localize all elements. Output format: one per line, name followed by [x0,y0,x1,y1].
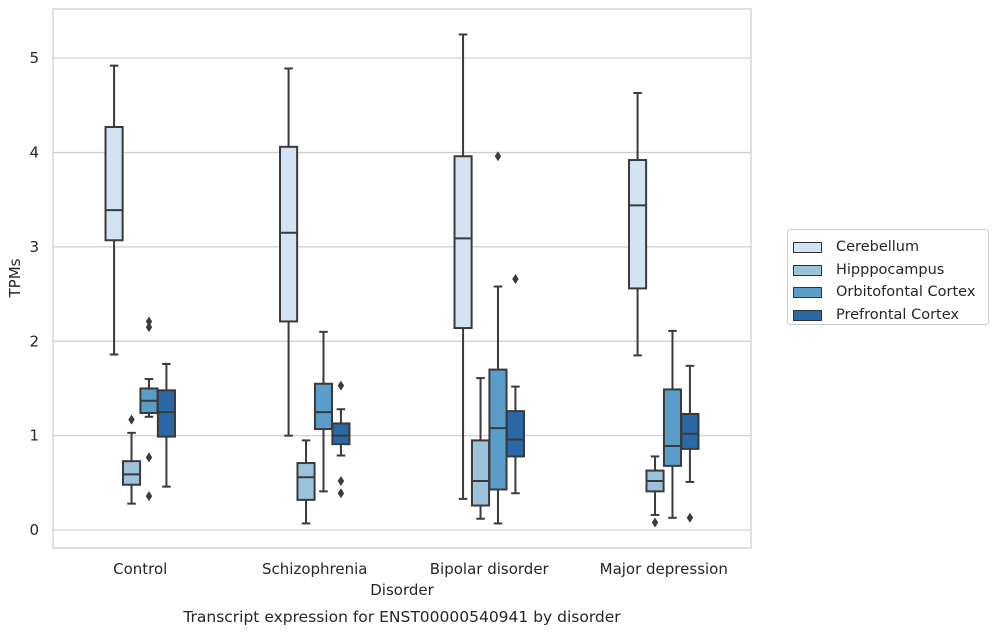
box-0-1 [279,67,299,437]
legend-item-orbitofrontal-cortex: Orbitofontal Cortex [793,281,988,304]
legend-item-hippocampus: Hipppocampus [793,259,988,282]
x-axis-label: Disorder [370,581,434,599]
x-tick-label: Major depression [600,560,728,578]
box-0-0 [104,64,124,356]
legend-swatch-orbitofrontal-cortex [793,287,822,299]
outlier-point [494,151,502,162]
x-tick-label: Schizophrenia [262,560,367,578]
box-iqr [662,388,683,467]
box-3-1 [331,380,351,499]
box-iqr [104,125,124,242]
box-3-0 [156,362,176,488]
box-iqr [313,382,334,431]
outlier-point [145,316,153,327]
x-tick-label: Control [113,560,167,578]
outlier-point [145,322,153,333]
outlier-point [512,273,519,284]
y-tick-label: 4 [29,143,39,161]
box-iqr [279,145,299,323]
x-axis-ticks: Control Schizophrenia Bipolar disorder Majo… [113,560,728,578]
box-series [104,33,700,528]
box-2-1 [313,330,334,493]
box-iqr [505,410,525,458]
y-tick-label: 2 [29,332,39,350]
legend-label-cerebellum: Cerebellum [836,239,920,256]
legend-label-prefrontal-cortex: Prefrontal Cortex [836,307,959,324]
box-2-3 [662,329,683,519]
box-0-3 [628,92,648,357]
legend-label-hippocampus: Hipppocampus [836,261,945,278]
box-iqr [121,460,142,486]
outlier-point [145,491,153,502]
legend-item-cerebellum: Cerebellum [793,236,988,259]
box-3-3 [680,364,700,523]
box-iqr [296,462,316,501]
box-iqr [470,439,491,507]
box-0-2 [453,33,473,500]
box-3-2 [505,273,525,495]
legend-item-prefrontal-cortex: Prefrontal Cortex [793,304,988,327]
outlier-point [337,475,345,486]
y-tick-label: 3 [29,238,39,256]
y-tick-label: 0 [29,521,39,539]
box-iqr [156,389,176,438]
outlier-point [337,488,345,499]
outlier-point [686,512,694,523]
box-iqr [680,412,700,450]
box-iqr [453,155,473,330]
outlier-point [128,414,135,425]
y-tick-label: 5 [29,49,39,67]
legend-label-orbitofrontal-cortex: Orbitofontal Cortex [836,284,976,301]
legend-swatch-cerebellum [793,241,822,253]
y-tick-label: 1 [29,427,39,445]
box-iqr [331,422,351,446]
x-tick-label: Bipolar disorder [430,560,550,578]
outlier-point [337,380,345,391]
legend-swatch-hippocampus [793,264,822,276]
outlier-point [145,452,153,463]
box-1-3 [645,455,665,528]
legend: Cerebellum Hipppocampus Orbitofontal Cor… [787,229,989,325]
y-axis-ticks: 0 1 2 3 4 5 [29,49,39,539]
box-1-0 [121,414,142,505]
box-iqr [628,159,648,290]
legend-swatch-prefrontal-cortex [793,309,822,321]
box-iqr [488,368,508,491]
chart-title: Transcript expression for ENST0000054094… [182,608,621,626]
box-1-1 [296,439,316,525]
box-1-2 [470,377,491,520]
box-2-2 [488,151,508,525]
y-axis-label: TPMs [6,258,24,298]
outlier-point [651,517,659,528]
